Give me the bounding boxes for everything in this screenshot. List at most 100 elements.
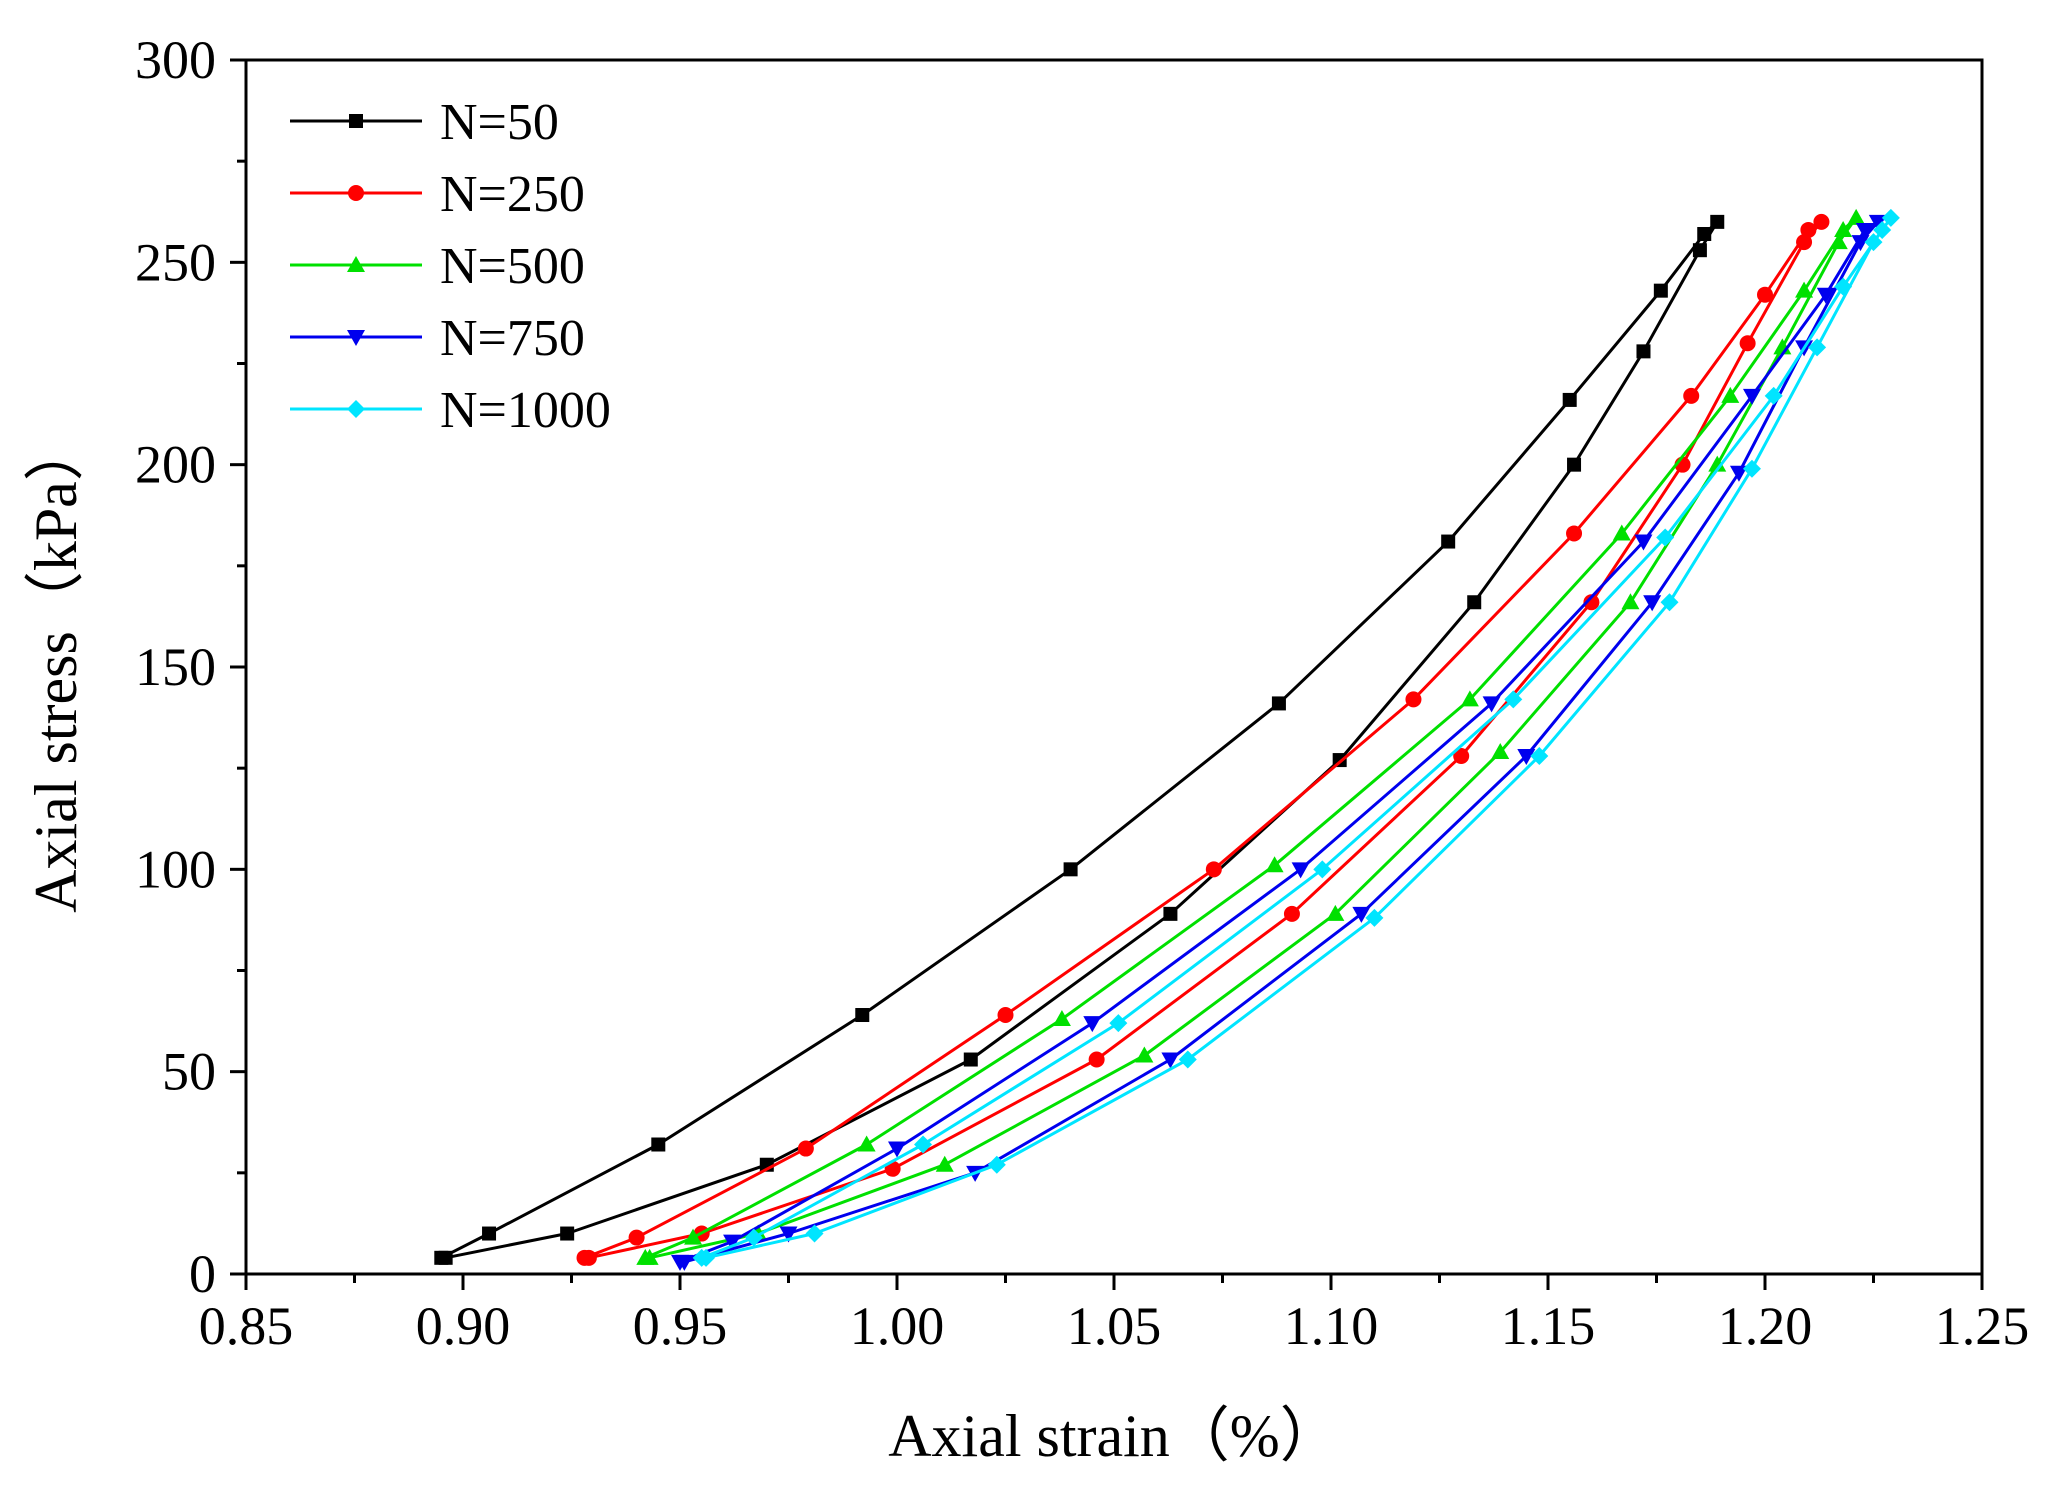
- legend-label: N=1000: [440, 382, 611, 439]
- data-point: [888, 1141, 906, 1158]
- x-tick-label: 1.05: [1067, 1296, 1162, 1356]
- series-n-750: [671, 214, 1887, 1271]
- series-layer: [434, 208, 1900, 1271]
- data-point: [1643, 595, 1662, 612]
- legend-item-n-50: N=50: [290, 94, 559, 151]
- data-point: [560, 1226, 575, 1241]
- data-point: [805, 1224, 824, 1243]
- data-point: [1291, 862, 1310, 879]
- data-point: [1683, 387, 1700, 404]
- data-point: [1583, 594, 1600, 611]
- data-point: [1847, 208, 1866, 225]
- data-point: [1352, 906, 1371, 923]
- data-point: [1742, 459, 1761, 478]
- data-point: [1873, 220, 1892, 239]
- data-point: [1482, 696, 1501, 713]
- legend-label: N=250: [440, 166, 585, 223]
- data-point: [1851, 235, 1870, 252]
- data-point: [1881, 208, 1900, 227]
- data-point: [744, 1228, 763, 1247]
- legend-swatch-marker: [347, 400, 365, 418]
- x-tick-label: 1.10: [1284, 1296, 1379, 1356]
- x-tick-label: 0.90: [416, 1296, 511, 1356]
- legend-label: N=50: [440, 94, 559, 151]
- data-point: [697, 1248, 716, 1267]
- data-point: [723, 1234, 742, 1251]
- legend-swatch-marker: [349, 114, 363, 128]
- data-point: [1313, 860, 1332, 879]
- data-point: [1729, 465, 1748, 482]
- x-tick-label: 1.15: [1501, 1296, 1596, 1356]
- data-point: [1834, 277, 1853, 296]
- data-point: [1178, 1050, 1197, 1069]
- y-tick-label: 150: [135, 637, 216, 697]
- data-point: [684, 1228, 703, 1245]
- data-point: [628, 1229, 645, 1246]
- y-axis-title: Axial stress（kPa）: [23, 421, 89, 913]
- data-point: [1088, 1051, 1105, 1068]
- legend-label: N=500: [440, 238, 585, 295]
- data-point: [640, 1248, 659, 1265]
- series-n-500: [636, 208, 1866, 1265]
- legend-swatch-marker: [348, 185, 364, 201]
- legend-item-n-500: N=500: [290, 238, 585, 295]
- y-tick-label: 50: [162, 1042, 216, 1102]
- x-axis-title: Axial strain（%）: [888, 1403, 1340, 1469]
- data-point: [1692, 243, 1707, 258]
- legend-swatch-marker: [347, 330, 365, 346]
- data-point: [1795, 281, 1814, 298]
- x-tick-label: 1.20: [1718, 1296, 1813, 1356]
- data-point: [1710, 214, 1725, 229]
- data-point: [1052, 1010, 1071, 1027]
- data-point: [857, 1135, 876, 1152]
- data-point: [797, 1140, 814, 1157]
- data-point: [1855, 222, 1874, 239]
- y-tick-label: 250: [135, 232, 216, 292]
- data-point: [1764, 386, 1783, 405]
- data-point: [1517, 749, 1536, 766]
- legend-item-n-750: N=750: [290, 310, 585, 367]
- data-point: [1504, 690, 1523, 709]
- data-point: [1697, 227, 1712, 242]
- data-point: [1326, 904, 1345, 921]
- data-point: [438, 1250, 453, 1265]
- legend-label: N=750: [440, 310, 585, 367]
- y-tick-label: 300: [135, 30, 216, 90]
- data-point: [1566, 525, 1583, 542]
- x-tick-label: 1.00: [850, 1296, 945, 1356]
- data-point: [1653, 283, 1668, 298]
- data-point: [1283, 905, 1300, 922]
- data-point: [1441, 534, 1456, 549]
- data-point: [1816, 287, 1835, 304]
- data-point: [1530, 747, 1549, 766]
- data-point: [1739, 335, 1756, 352]
- data-point: [1365, 908, 1384, 927]
- data-point: [1405, 691, 1422, 708]
- data-point: [1721, 386, 1740, 403]
- data-point: [914, 1135, 933, 1154]
- data-point: [1660, 593, 1679, 612]
- legend-swatch-marker: [347, 256, 365, 272]
- data-point: [855, 1008, 870, 1023]
- data-point: [779, 1226, 798, 1243]
- data-point: [987, 1155, 1006, 1174]
- data-point: [1636, 344, 1651, 359]
- data-point: [1567, 457, 1582, 472]
- data-point: [1491, 742, 1510, 759]
- data-point: [1864, 233, 1883, 252]
- data-point: [1271, 696, 1286, 711]
- axis-ticks: 0.85 0.90 0.95 1.00 1.05 1.10 1.15 1.20 1.25 0 50 1…: [135, 30, 2029, 1356]
- data-point: [1829, 233, 1848, 250]
- data-point: [1708, 455, 1727, 472]
- y-tick-label: 0: [189, 1244, 216, 1304]
- data-point: [1757, 286, 1773, 303]
- data-point: [675, 1254, 694, 1271]
- data-point: [651, 1137, 666, 1152]
- series-n-50: [434, 214, 1725, 1265]
- data-point: [963, 1052, 978, 1067]
- x-tick-label: 0.85: [199, 1296, 294, 1356]
- y-tick-label: 200: [135, 435, 216, 495]
- legend: N=50 N=250 N=500 N=750 N=1000: [290, 94, 611, 439]
